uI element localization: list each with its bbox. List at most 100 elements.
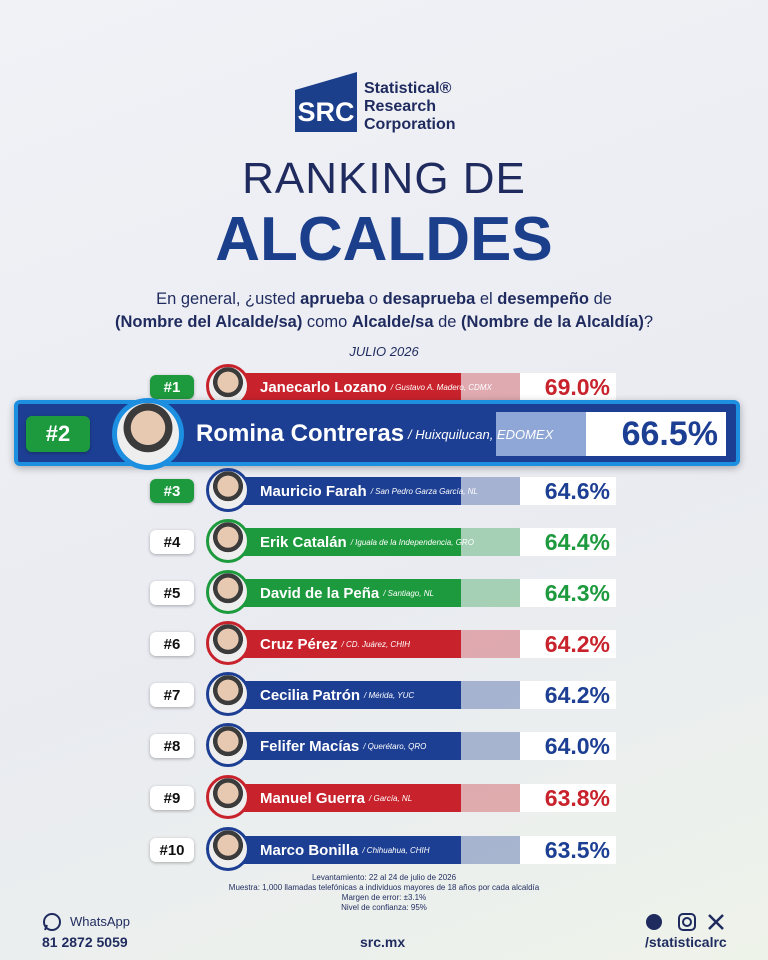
- question-segment: (Nombre de la Alcaldía): [461, 313, 644, 331]
- value-box: 63.5%: [520, 836, 616, 864]
- mayor-place: / San Pedro Garza García, NL: [370, 486, 478, 496]
- mayor-name: Erik Catalán: [260, 533, 347, 551]
- question-segment: o: [364, 290, 383, 308]
- title-main: ALCALDES: [215, 205, 553, 274]
- name-bar: Mauricio Farah / San Pedro Garza García, …: [232, 477, 522, 505]
- value-box: 69.0%: [520, 373, 616, 401]
- photo: [206, 672, 250, 716]
- ranking-row: #8 Felifer Macías / Querétaro, QRO 64.0%: [0, 723, 768, 767]
- mayor-name: Felifer Macías: [260, 737, 360, 755]
- date: JULIO 2026: [349, 344, 419, 359]
- methodology-line: Muestra: 1,000 llamadas telefónicas a in…: [228, 883, 540, 892]
- rank-badge: #4: [150, 530, 194, 554]
- question-segment: el: [475, 290, 498, 308]
- ranking-row: #9 Manuel Guerra / García, NL 63.8%: [0, 775, 768, 819]
- mayor-place: / Gustavo A. Madero, CDMX: [390, 382, 492, 392]
- question-segment: Alcalde/sa: [351, 313, 434, 331]
- mayor-place: / Huixquilucan, EDOMEX: [408, 426, 554, 442]
- rank-badge: #9: [150, 786, 194, 810]
- website[interactable]: src.mx: [360, 934, 406, 950]
- rank-badge: #6: [150, 632, 194, 656]
- methodology-line: Nivel de confianza: 95%: [341, 903, 427, 912]
- social-handle[interactable]: /statisticalrc: [645, 934, 727, 950]
- rank-badge: #8: [150, 734, 194, 758]
- rank-badge: #10: [150, 838, 194, 862]
- question-segment: aprueba: [300, 290, 365, 308]
- value-box: 66.5%: [586, 412, 726, 456]
- rank-badge: #5: [150, 581, 194, 605]
- question-segment: (Nombre del Alcalde/sa): [114, 313, 303, 331]
- mayor-name: Mauricio Farah: [260, 482, 367, 500]
- social-icons: [646, 913, 724, 931]
- logo-text: Statistical®: [364, 80, 452, 97]
- mayor-name: Cecilia Patrón: [260, 686, 361, 704]
- question-segment: desaprueba: [382, 290, 476, 308]
- photo: [206, 723, 250, 767]
- question-segment: de: [588, 290, 612, 308]
- whatsapp-label: WhatsApp: [70, 914, 130, 929]
- value-box: 64.0%: [520, 732, 616, 760]
- name-bar: Manuel Guerra / García, NL: [232, 784, 522, 812]
- ranking-row: #1 Janecarlo Lozano / Gustavo A. Madero, C…: [0, 364, 768, 408]
- photo: [206, 570, 250, 614]
- rank-badge: #2: [26, 416, 90, 452]
- whatsapp-icon: [43, 913, 61, 931]
- value-box: 64.3%: [520, 579, 616, 607]
- methodology-line: Margen de error: ±3.1%: [341, 893, 427, 902]
- name-bar: Janecarlo Lozano / Gustavo A. Madero, CDM…: [232, 373, 522, 401]
- value-box: 63.8%: [520, 784, 616, 812]
- value-box: 64.2%: [520, 681, 616, 709]
- mayor-place: / CD. Juárez, CHIH: [341, 639, 410, 649]
- phone: 81 2872 5059: [42, 934, 128, 950]
- name-bar: Felifer Macías / Querétaro, QRO: [232, 732, 522, 760]
- photo: [206, 468, 250, 512]
- mayor-place: / Iguala de la Independencia, GRO: [350, 537, 474, 547]
- name-bar: David de la Peña / Santiago, NL: [232, 579, 522, 607]
- question-segment: ?: [643, 313, 653, 331]
- photo: [206, 519, 250, 563]
- ranking-row: #4 Erik Catalán / Iguala de la Independenc…: [0, 519, 768, 563]
- title-line: RANKING DE: [242, 154, 526, 203]
- ranking-row: #10 Marco Bonilla / Chihuahua, CHIH 63.5%: [0, 827, 768, 871]
- ranking-row: #7 Cecilia Patrón / Mérida, YUC 64.2%: [0, 672, 768, 716]
- logo-mark: SRC: [295, 72, 357, 132]
- mayor-place: / Santiago, NL: [383, 588, 434, 598]
- ranking-row: #3 Mauricio Farah / San Pedro Garza García…: [0, 468, 768, 512]
- question-segment: de: [433, 313, 462, 331]
- mayor-place: / Chihuahua, CHIH: [362, 845, 430, 855]
- ranking-row: #2 Romina Contreras / Huixquilucan, EDOMEX…: [0, 398, 768, 470]
- question-segment: desempeño: [497, 290, 589, 308]
- name-bar: Cecilia Patrón / Mérida, YUC: [232, 681, 522, 709]
- name-bar: Cruz Pérez / CD. Juárez, CHIH: [232, 630, 522, 658]
- photo: [206, 621, 250, 665]
- methodology-line: Levantamiento: 22 al 24 de julio de 2026: [311, 873, 457, 882]
- mayor-name: Manuel Guerra: [260, 789, 366, 807]
- logo-text: Corporation: [364, 116, 456, 133]
- mayor-place: / García, NL: [369, 793, 413, 803]
- mayor-name: Marco Bonilla: [260, 841, 359, 859]
- ranking-row: #6 Cruz Pérez / CD. Juárez, CHIH 64.2%: [0, 621, 768, 665]
- name-bar: Marco Bonilla / Chihuahua, CHIH: [232, 836, 522, 864]
- question-line: (Nombre del Alcalde/sa) como Alcalde/sa …: [0, 313, 768, 332]
- photo: [206, 827, 250, 871]
- ranking-row: #5 David de la Peña / Santiago, NL 64.3%: [0, 570, 768, 614]
- name-bar: Erik Catalán / Iguala de la Independencia…: [232, 528, 522, 556]
- question-line: En general, ¿usted aprueba o desaprueba …: [0, 290, 768, 309]
- photo: [112, 398, 184, 470]
- photo: [206, 775, 250, 819]
- question-segment: como: [302, 313, 352, 331]
- value-box: 64.2%: [520, 630, 616, 658]
- mayor-name: David de la Peña: [260, 584, 380, 602]
- mayor-name: Cruz Pérez: [260, 635, 338, 653]
- question-segment: En general, ¿usted: [156, 290, 301, 308]
- logo-text: Research: [364, 98, 437, 115]
- value-box: 64.4%: [520, 528, 616, 556]
- mayor-place: / Mérida, YUC: [364, 690, 415, 700]
- value-box: 64.6%: [520, 477, 616, 505]
- rank-badge: #7: [150, 683, 194, 707]
- rank-badge: #3: [150, 479, 194, 503]
- mayor-place: / Querétaro, QRO: [363, 741, 427, 751]
- rank-badge: #1: [150, 375, 194, 399]
- name-bar: Romina Contreras / Huixquilucan, EDOMEX: [120, 412, 590, 456]
